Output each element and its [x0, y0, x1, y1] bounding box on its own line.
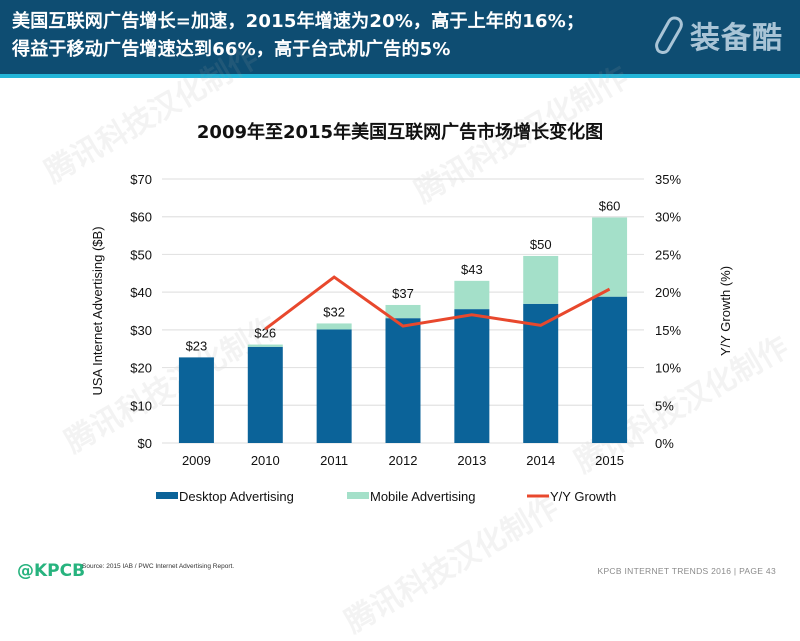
y-axis-title: USA Internet Advertising ($B) — [90, 226, 105, 395]
chart: $0 $10 $20 $30 $40 $50 $60 $70 0% 5% 10% 15% 20% 25% 3… — [0, 0, 800, 594]
total-label-2015: $60 — [599, 198, 621, 213]
legend-growth-label: Y/Y Growth — [550, 489, 616, 504]
y-right-tick-label: 20% — [655, 285, 681, 300]
bar-mobile-2013 — [454, 281, 489, 309]
source-note: Source: 2015 IAB / PWC Internet Advertis… — [82, 563, 234, 570]
y-tick-label: $40 — [130, 285, 152, 300]
y-right-tick-label: 25% — [655, 247, 681, 262]
x-tick-label: 2014 — [526, 453, 555, 468]
bar-desktop-2011 — [317, 329, 352, 443]
y-right-tick-label: 30% — [655, 210, 681, 225]
x-tick-label: 2013 — [457, 453, 486, 468]
y-right-tick-label: 35% — [655, 172, 681, 187]
y-right-tick-label: 0% — [655, 436, 674, 451]
y-right-tick-label: 15% — [655, 323, 681, 338]
y-right-tick-label: 10% — [655, 361, 681, 376]
y-tick-label: $50 — [130, 247, 152, 262]
total-label-2013: $43 — [461, 262, 483, 277]
y-tick-label: $10 — [130, 398, 152, 413]
legend-desktop-label: Desktop Advertising — [179, 489, 294, 504]
y-tick-label: $20 — [130, 361, 152, 376]
x-tick-label: 2015 — [595, 453, 624, 468]
y-tick-label: $70 — [130, 172, 152, 187]
y-right-axis-title: Y/Y Growth (%) — [718, 266, 733, 356]
total-label-2014: $50 — [530, 237, 552, 252]
bar-desktop-2010 — [248, 347, 283, 443]
total-label-2009: $23 — [186, 338, 208, 353]
x-tick-label: 2009 — [182, 453, 211, 468]
bar-desktop-2009 — [179, 357, 214, 443]
bar-mobile-2010 — [248, 345, 283, 347]
legend-mobile-label: Mobile Advertising — [370, 489, 476, 504]
bar-mobile-2011 — [317, 323, 352, 329]
y-right-tick-label: 5% — [655, 398, 674, 413]
legend-mobile-swatch — [347, 492, 369, 499]
total-label-2012: $37 — [392, 286, 414, 301]
x-tick-label: 2010 — [251, 453, 280, 468]
bar-desktop-2015 — [592, 297, 627, 443]
bar-desktop-2012 — [386, 318, 421, 443]
bar-desktop-2013 — [454, 309, 489, 443]
x-tick-label: 2011 — [320, 453, 348, 468]
bar-mobile-2014 — [523, 256, 558, 304]
x-tick-label: 2012 — [389, 453, 418, 468]
y-tick-label: $0 — [138, 436, 152, 451]
legend-desktop-swatch — [156, 492, 178, 499]
total-label-2011: $32 — [323, 304, 345, 319]
y-tick-label: $60 — [130, 210, 152, 225]
y-tick-label: $30 — [130, 323, 152, 338]
page-footer: KPCB INTERNET TRENDS 2016 | PAGE 43 — [597, 566, 776, 576]
kpcb-logo: @KPCB — [17, 561, 85, 581]
bar-mobile-2015 — [592, 217, 627, 296]
